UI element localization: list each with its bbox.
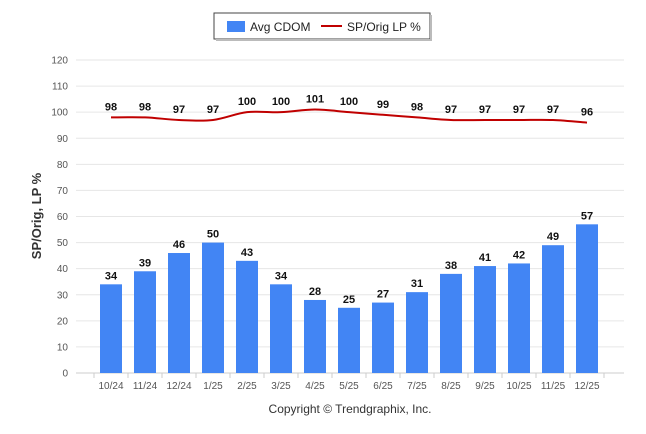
line-value-label: 101 bbox=[306, 94, 324, 106]
line-value-label: 100 bbox=[238, 96, 256, 108]
x-tick-label: 12/24 bbox=[166, 381, 191, 392]
y-tick-label: 10 bbox=[57, 342, 69, 353]
line-series bbox=[110, 108, 588, 124]
x-tick-label: 5/25 bbox=[339, 381, 359, 392]
line-value-label: 98 bbox=[411, 101, 423, 113]
legend-label-avg-cdom: Avg CDOM bbox=[250, 20, 310, 34]
bar-value-label: 57 bbox=[581, 210, 593, 222]
x-tick-label: 1/25 bbox=[203, 381, 223, 392]
bar bbox=[270, 284, 292, 373]
line-value-label: 97 bbox=[547, 104, 559, 116]
sp-orig-lp-line bbox=[110, 108, 588, 124]
bar-value-label: 31 bbox=[411, 278, 423, 290]
bar bbox=[134, 271, 156, 373]
y-tick-label: 0 bbox=[62, 369, 68, 380]
legend-swatch-avg-cdom bbox=[227, 21, 245, 32]
y-tick-label: 100 bbox=[51, 108, 68, 119]
line-value-label: 97 bbox=[207, 104, 219, 116]
y-tick-label: 120 bbox=[51, 56, 68, 67]
line-value-label: 96 bbox=[581, 107, 593, 119]
y-tick-label: 20 bbox=[57, 316, 69, 327]
y-tick-label: 60 bbox=[57, 212, 69, 223]
y-tick-label: 80 bbox=[57, 160, 69, 171]
x-tick-label: 12/25 bbox=[574, 381, 599, 392]
line-value-label: 98 bbox=[139, 101, 151, 113]
x-tick-label: 8/25 bbox=[441, 381, 461, 392]
x-tick-label: 2/25 bbox=[237, 381, 257, 392]
line-value-label: 97 bbox=[173, 104, 185, 116]
bar bbox=[100, 284, 122, 373]
bar bbox=[372, 302, 394, 373]
x-tick-label: 3/25 bbox=[271, 381, 291, 392]
x-tick-label: 4/25 bbox=[305, 381, 325, 392]
bar-value-label: 34 bbox=[105, 270, 118, 282]
line-value-label: 97 bbox=[513, 104, 525, 116]
x-tick-label: 10/24 bbox=[98, 381, 123, 392]
x-tick-label: 11/25 bbox=[541, 381, 566, 392]
bar-value-label: 41 bbox=[479, 252, 491, 264]
bar-labels: 34 39 46 50 43 34 28 25 27 31 38 41 42 49 57 bbox=[105, 210, 593, 305]
bar bbox=[440, 273, 462, 373]
legend-label-sp-orig-lp: SP/Orig LP % bbox=[347, 20, 421, 34]
y-axis-title: SP/Orig, LP % bbox=[29, 172, 44, 259]
y-tick-label: 30 bbox=[57, 290, 69, 301]
x-tick-label: 10/25 bbox=[506, 381, 531, 392]
bar-value-label: 43 bbox=[241, 247, 253, 259]
x-tick-label: 9/25 bbox=[475, 381, 495, 392]
y-tick-label: 90 bbox=[57, 134, 69, 145]
bar-value-label: 27 bbox=[377, 289, 389, 301]
bar bbox=[542, 245, 564, 373]
y-tick-label: 70 bbox=[57, 186, 69, 197]
grid bbox=[76, 59, 624, 374]
bar bbox=[168, 253, 190, 373]
legend-shadow-right bbox=[430, 15, 432, 41]
bars bbox=[100, 224, 598, 373]
y-tick-label: 40 bbox=[57, 264, 69, 275]
bar bbox=[406, 292, 428, 373]
line-value-label: 99 bbox=[377, 99, 389, 111]
line-value-label: 100 bbox=[272, 96, 290, 108]
bar-value-label: 25 bbox=[343, 294, 355, 306]
y-tick-label: 110 bbox=[52, 82, 68, 93]
bar bbox=[236, 260, 258, 373]
copyright-text: Copyright © Trendgraphix, Inc. bbox=[269, 402, 432, 416]
line-value-label: 98 bbox=[105, 101, 117, 113]
bar bbox=[474, 266, 496, 373]
bar-value-label: 50 bbox=[207, 229, 219, 241]
legend: Avg CDOM SP/Orig LP % bbox=[213, 12, 432, 41]
bar-value-label: 34 bbox=[275, 270, 288, 282]
y-axis-ticks: 0 10 20 30 40 50 60 70 80 90 100 110 120 bbox=[51, 56, 68, 380]
bar-value-label: 28 bbox=[309, 286, 321, 298]
x-tick-label: 11/24 bbox=[133, 381, 158, 392]
line-value-label: 100 bbox=[340, 96, 358, 108]
bar-value-label: 39 bbox=[139, 257, 151, 269]
bar bbox=[508, 263, 530, 373]
bar bbox=[202, 242, 224, 373]
bar-value-label: 42 bbox=[513, 249, 525, 261]
line-value-label: 97 bbox=[479, 104, 491, 116]
line-value-label: 97 bbox=[445, 104, 457, 116]
x-tick-label: 7/25 bbox=[407, 381, 427, 392]
bar bbox=[338, 307, 360, 373]
line-labels: 98 98 97 97 100 100 101 100 99 98 97 97 97 97 96 bbox=[105, 94, 593, 119]
bar-value-label: 49 bbox=[547, 231, 559, 243]
bar bbox=[576, 224, 598, 373]
x-axis-ticks: 10/24 11/24 12/24 1/25 2/25 3/25 4/25 5/25 6/25 7… bbox=[93, 373, 605, 392]
bar-value-label: 38 bbox=[445, 260, 457, 272]
bar bbox=[304, 299, 326, 373]
x-tick-label: 6/25 bbox=[373, 381, 393, 392]
bar-value-label: 46 bbox=[173, 239, 185, 251]
legend-shadow-bottom bbox=[216, 39, 432, 41]
y-tick-label: 50 bbox=[57, 238, 69, 249]
